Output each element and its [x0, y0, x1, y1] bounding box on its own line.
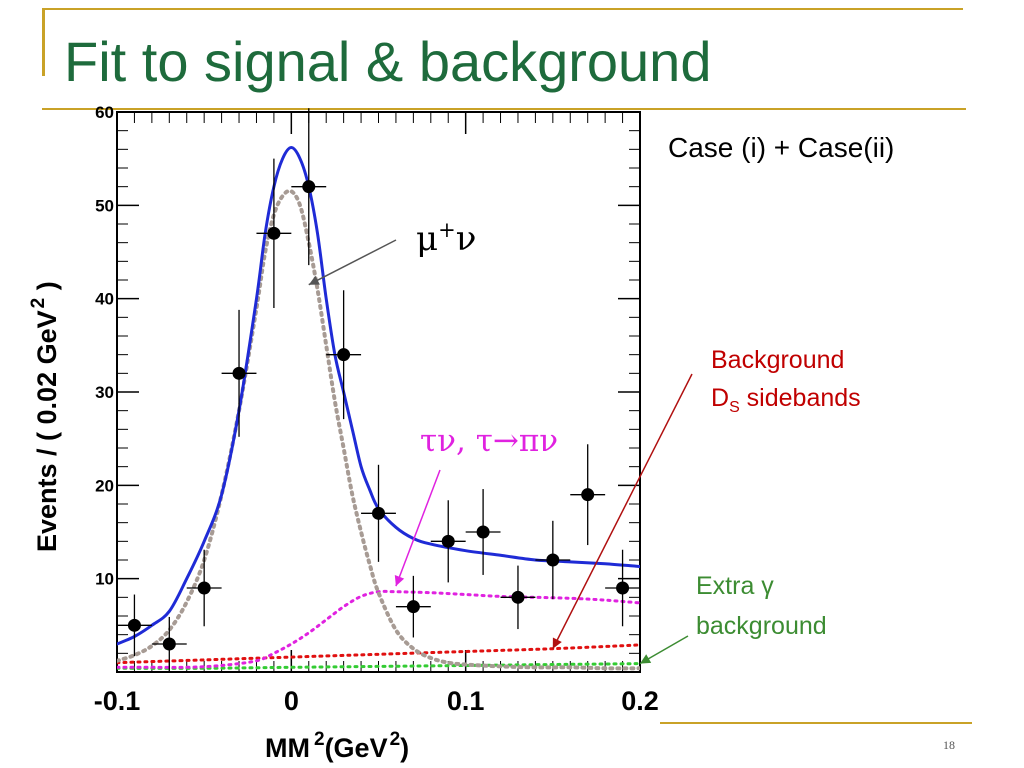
- data-point: [430, 500, 466, 583]
- data-point-marker: [372, 506, 385, 520]
- data-point: [570, 444, 606, 546]
- y-axis-title: Events / ( 0.02 GeV2 ): [28, 281, 62, 552]
- mu-nu-annotation: μ+ν: [416, 218, 476, 259]
- arrow-head: [394, 575, 405, 587]
- curve-mu-nu: [117, 188, 640, 671]
- x-tick-label: -0.1: [94, 686, 141, 716]
- x-tick-label: 0: [284, 686, 299, 716]
- arrow-head: [308, 275, 320, 285]
- arrow-line: [308, 239, 397, 286]
- background-ds-sidebands-label: Background DS sidebands: [711, 341, 861, 427]
- arrow-extra-gamma: [639, 635, 689, 665]
- data-point: [221, 309, 257, 437]
- arrow-mu-nu: [308, 239, 397, 286]
- y-tick-label: 20: [95, 476, 114, 495]
- data-point-marker: [197, 581, 211, 595]
- data-point-marker: [616, 581, 630, 595]
- data-point: [151, 616, 187, 672]
- x-axis-title: MM 2(GeV 2): [265, 729, 409, 763]
- arrow-head: [640, 654, 652, 664]
- curve-tau-nu: [117, 589, 640, 669]
- curve-extra-gamma: [117, 662, 640, 670]
- data-point-marker: [162, 637, 176, 651]
- y-tick-label: 30: [95, 383, 114, 402]
- data-point-marker: [267, 226, 281, 240]
- y-tick-label: 60: [95, 103, 114, 122]
- extra-label-line1: Extra γ: [696, 572, 774, 600]
- curve-total-fit: [117, 145, 640, 646]
- page-number: 18: [943, 738, 955, 752]
- title-left-rule: [42, 8, 45, 76]
- data-point: [256, 158, 292, 308]
- data-point: [465, 489, 501, 575]
- data-point-marker: [302, 180, 316, 194]
- data-point: [500, 565, 536, 630]
- data-point-marker: [441, 534, 455, 548]
- extra-label-line2: background: [696, 612, 827, 640]
- title-top-rule: [45, 8, 963, 10]
- title-bottom-rule: [42, 108, 966, 110]
- extra-gamma-label: Extra γ background: [696, 566, 827, 646]
- data-point: [605, 549, 640, 627]
- data-point-marker: [232, 366, 246, 380]
- curve-ds-sideband: [117, 643, 640, 665]
- footer-left-rule: [660, 722, 972, 724]
- x-tick-label: 0.2: [621, 686, 659, 716]
- background-label-line1: Background: [711, 346, 845, 374]
- y-tick-label: 40: [95, 290, 114, 309]
- data-point: [535, 520, 571, 600]
- data-point: [186, 549, 222, 627]
- data-point-marker: [406, 600, 420, 614]
- data-point: [395, 575, 431, 638]
- x-tick-label: 0.1: [447, 686, 485, 716]
- data-point-marker: [337, 348, 351, 362]
- arrow-line: [395, 469, 441, 587]
- arrow-tau-nu: [394, 469, 441, 587]
- y-tick-label: 10: [95, 570, 114, 589]
- slide-title: Fit to signal & background: [64, 30, 712, 93]
- curves-group: [117, 145, 640, 671]
- data-point: [291, 108, 327, 266]
- arrow-line: [552, 373, 693, 650]
- tau-nu-annotation: τν, τ→πν: [420, 423, 558, 459]
- data-point-marker: [581, 488, 595, 502]
- data-point-marker: [476, 525, 490, 539]
- data-point-marker: [511, 590, 525, 604]
- arrow-ds-sideband: [552, 373, 693, 650]
- data-point: [326, 290, 362, 420]
- case-label: Case (i) + Case(ii): [668, 132, 895, 163]
- y-tick-label: 50: [95, 196, 114, 215]
- arrow-head: [552, 637, 562, 649]
- data-point-marker: [127, 618, 141, 632]
- data-point: [361, 464, 396, 562]
- background-label-line2: DS sidebands: [711, 384, 861, 416]
- data-point: [117, 594, 152, 657]
- data-point-marker: [546, 553, 560, 567]
